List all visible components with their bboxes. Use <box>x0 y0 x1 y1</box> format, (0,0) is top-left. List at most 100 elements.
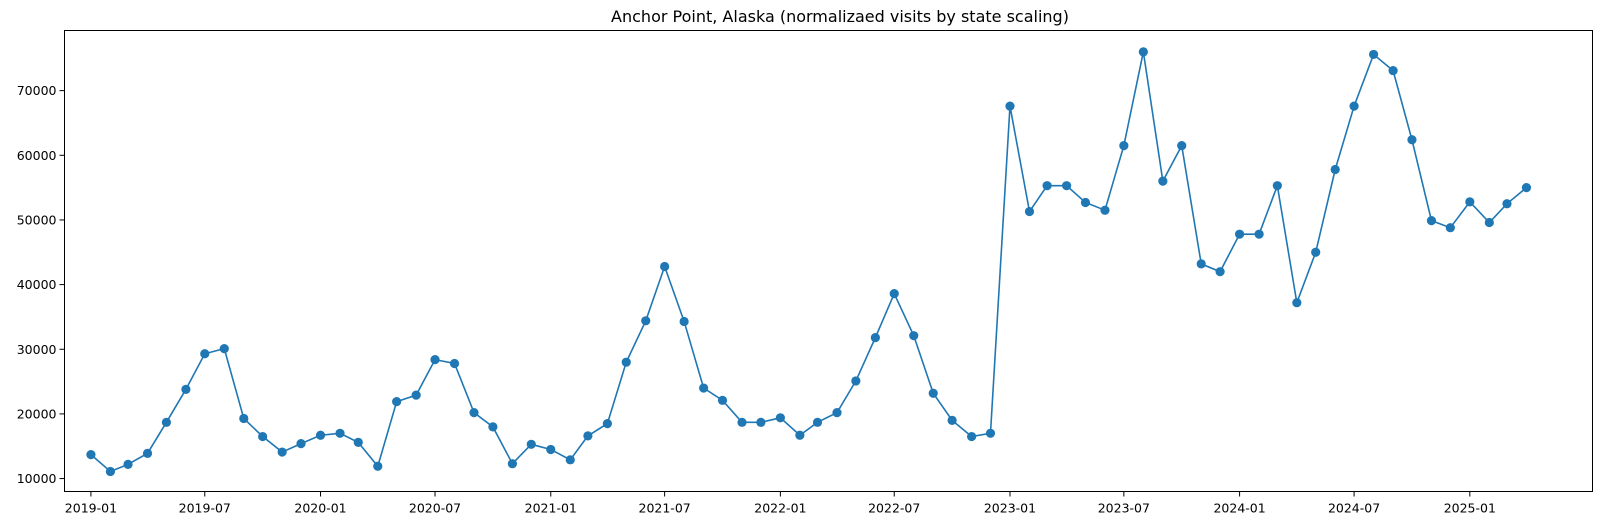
data-point <box>756 417 766 427</box>
data-point <box>1062 181 1072 191</box>
data-point <box>239 413 249 424</box>
data-point <box>181 384 191 394</box>
x-tick-label: 2021-07 <box>639 501 691 516</box>
y-tick-label: 40000 <box>17 277 57 292</box>
data-point <box>1388 65 1398 76</box>
data-point <box>411 390 421 400</box>
data-point <box>1484 217 1494 228</box>
data-point <box>583 431 593 441</box>
data-point <box>1521 183 1532 193</box>
data-point <box>1330 164 1340 175</box>
data-point <box>315 430 326 440</box>
data-point <box>1407 135 1417 145</box>
data-point <box>775 413 785 423</box>
data-point <box>1349 101 1359 111</box>
x-tick-label: 2021-01 <box>525 501 577 516</box>
x-tick-label: 2019-01 <box>65 501 117 516</box>
chart-title: Anchor Point, Alaska (normalizaed visits… <box>611 7 1069 26</box>
x-tick-label: 2023-01 <box>984 501 1036 516</box>
x-tick-label: 2024-07 <box>1328 501 1380 516</box>
data-point <box>353 437 363 447</box>
data-point <box>851 376 861 386</box>
data-point <box>1119 140 1129 151</box>
data-point <box>219 344 229 354</box>
series-layer <box>86 47 1532 477</box>
data-point <box>449 358 460 369</box>
data-point <box>832 408 842 418</box>
x-tick-label: 2020-01 <box>294 501 346 516</box>
data-point <box>660 261 670 272</box>
x-tick-label: 2024-01 <box>1213 501 1265 516</box>
data-point <box>1215 267 1225 277</box>
data-point <box>1234 229 1245 239</box>
data-point <box>258 431 268 442</box>
data-point <box>679 316 689 327</box>
x-tick-label: 2023-07 <box>1098 501 1150 516</box>
x-tick-label: 2025-01 <box>1444 501 1496 516</box>
data-point <box>526 439 536 449</box>
data-point <box>1502 199 1512 209</box>
data-point <box>161 417 172 427</box>
data-point <box>621 357 631 367</box>
x-tick-label: 2020-07 <box>409 501 461 516</box>
data-point <box>565 455 575 465</box>
x-tick-label: 2019-07 <box>179 501 231 516</box>
data-point <box>812 417 823 427</box>
data-point <box>1177 140 1187 151</box>
y-tick-label: 10000 <box>17 471 57 486</box>
x-axis: 2019-01 2019-07 2020-01 2020-07 2021-01 2021-… <box>65 491 1496 516</box>
data-point <box>1080 197 1091 208</box>
y-tick-label: 30000 <box>17 342 57 357</box>
data-point <box>1465 197 1475 207</box>
data-point <box>507 459 517 469</box>
data-point <box>717 395 728 405</box>
data-point <box>1005 101 1015 111</box>
data-point <box>1158 176 1168 186</box>
data-point <box>1024 206 1035 217</box>
data-point <box>1368 49 1379 60</box>
data-point <box>200 349 210 359</box>
data-point <box>985 428 996 438</box>
data-point <box>1100 205 1110 215</box>
data-point <box>392 397 402 407</box>
data-point <box>1445 223 1455 233</box>
data-point <box>469 408 479 418</box>
y-tick-label: 60000 <box>17 148 57 163</box>
data-point <box>1196 259 1206 269</box>
data-point <box>889 289 899 299</box>
data-point <box>947 415 957 425</box>
data-point <box>641 316 651 326</box>
data-point <box>296 439 306 449</box>
data-point <box>1138 47 1148 57</box>
data-point <box>699 383 709 393</box>
data-point <box>928 388 938 398</box>
data-point <box>430 355 440 365</box>
data-point <box>602 419 612 429</box>
series-line <box>90 51 1527 473</box>
plot-frame <box>64 30 1593 492</box>
data-point <box>1311 247 1321 257</box>
data-point <box>795 430 805 440</box>
y-tick-label: 50000 <box>17 212 57 227</box>
data-point <box>967 431 977 442</box>
data-point <box>909 331 919 341</box>
x-tick-label: 2022-07 <box>868 501 920 516</box>
data-point <box>373 461 383 471</box>
data-point <box>1254 229 1264 239</box>
data-point <box>105 466 116 477</box>
y-tick-label: 20000 <box>17 406 57 421</box>
data-point <box>1292 298 1302 308</box>
data-point <box>870 333 880 343</box>
data-point <box>488 422 498 432</box>
data-point <box>546 444 556 455</box>
y-tick-label: 70000 <box>17 83 57 98</box>
data-point <box>86 450 96 460</box>
y-axis: 10000 20000 30000 40000 50000 60000 70000 <box>17 83 65 486</box>
data-point <box>277 447 287 457</box>
x-tick-label: 2022-01 <box>754 501 806 516</box>
data-point <box>123 459 133 469</box>
data-point <box>737 417 747 427</box>
data-point <box>1272 181 1282 191</box>
data-point <box>1426 215 1437 226</box>
